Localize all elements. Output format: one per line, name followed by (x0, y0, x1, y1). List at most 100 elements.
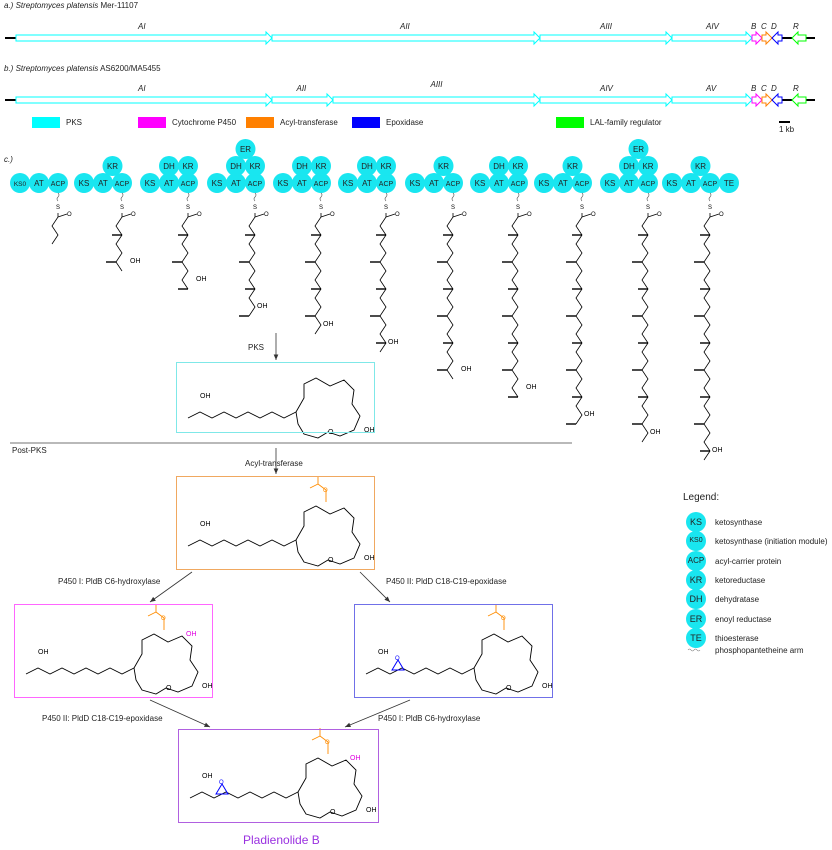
domain-ks (534, 173, 554, 193)
carbonyl-bond (385, 213, 396, 218)
domain-label: KS (539, 179, 550, 188)
epoxide-ring (215, 783, 229, 795)
domain-label: KR (249, 162, 260, 171)
sulfur-atom: S (253, 205, 257, 211)
hydroxyl-label: OH (526, 384, 537, 391)
gene-label-AIII: AIII (430, 80, 443, 89)
domain-at (29, 173, 49, 193)
domain-label: KS (79, 179, 90, 188)
gene-label-D: D (771, 84, 777, 93)
domain-er (235, 139, 256, 159)
oxygen-atom: O (395, 212, 400, 218)
gene-label-D: D (771, 22, 777, 31)
gene-label-C: C (761, 84, 767, 93)
legend-domain-dh: DH (686, 589, 706, 610)
domain-at (424, 173, 444, 193)
gene-label-R: R (793, 84, 799, 93)
domain-er (628, 139, 649, 159)
legend-domain-desc-0: ketosynthase (715, 518, 763, 527)
domain-at (159, 173, 179, 193)
polyketide-chain (641, 213, 649, 443)
polyketide-chain (379, 213, 387, 353)
epoxide-oxygen: O (219, 780, 224, 786)
section-b-species: Streptomyces platensis (15, 64, 99, 73)
phosphopantetheine-arm (646, 192, 650, 202)
domain-acp (376, 173, 396, 193)
oxygen-atom: O (657, 212, 662, 218)
domain-at (489, 173, 509, 193)
pks-product-box (176, 362, 375, 433)
domain-at (681, 173, 701, 193)
carbonyl-bond (254, 213, 265, 218)
domain-ks (662, 173, 682, 193)
sulfur-atom: S (516, 205, 520, 211)
section-a-prefix: a.) (4, 1, 14, 10)
side-chain (187, 539, 297, 547)
oxygen-atom: O (719, 212, 724, 218)
domain-label: ACP (575, 181, 590, 188)
phosphopantetheine-arm (186, 192, 190, 202)
gene-arrow-C (761, 30, 773, 46)
domain-label: KR (438, 162, 449, 171)
acetyl-group (309, 476, 327, 502)
domain-label: ACP (181, 181, 196, 188)
domain-label: ER (633, 145, 644, 154)
domain-label: AT (34, 179, 44, 188)
carbonyl-bond (187, 213, 198, 218)
phosphopantetheine-arm (120, 192, 124, 202)
domain-ks (74, 173, 94, 193)
arrowhead (150, 596, 156, 602)
legend-swatch-acyl-transferase (246, 117, 274, 128)
gene-arrow-AIV (671, 30, 753, 46)
legend-domain-desc-3: ketoreductase (715, 575, 766, 585)
domain-kr (562, 156, 583, 176)
post-pks-label: Post-PKS (12, 446, 47, 455)
hydroxyl-label: OH (542, 683, 553, 690)
arrowhead (273, 354, 279, 360)
domain-acp (508, 173, 528, 193)
domain-label: AT (231, 179, 241, 188)
sulfur-atom: S (56, 205, 60, 211)
arrowhead (273, 468, 279, 474)
carbonyl-bond (452, 213, 463, 218)
domain-label: ER (240, 145, 251, 154)
sulfur-atom: S (708, 205, 712, 211)
arrowhead (384, 596, 390, 602)
epoxidized-product-box (354, 604, 553, 698)
hydroxyl-label: OH (364, 555, 375, 562)
gene-label-AIV: AIV (706, 22, 719, 31)
gene-arrow-D (771, 30, 783, 46)
left-step1-label: P450 I: PldB C6-hydroxylase (58, 577, 161, 586)
domain-kr (638, 156, 658, 176)
gene-label-AIII: AIII (600, 22, 613, 31)
domain-ks (405, 173, 425, 193)
hydroxyl-label: OH (650, 429, 661, 436)
phosphopantetheine-arm (580, 192, 584, 202)
macrolactone-ring (297, 757, 363, 819)
domain-ks (140, 173, 160, 193)
phosphopantetheine-arm-icon (687, 648, 701, 652)
legend-swatch-epoxidase (352, 117, 380, 128)
hydroxyl-label: OH (366, 807, 377, 814)
section-b-strain: AS6200/MA5455 (100, 64, 161, 73)
domain-label: KR (182, 162, 193, 171)
gene-label-C: C (761, 22, 767, 31)
section-a-strain: Mer-11107 (100, 1, 139, 10)
domain-kr (245, 156, 265, 176)
domain-label: DH (163, 162, 175, 171)
domain-label: AT (362, 179, 372, 188)
side-chain (25, 667, 135, 675)
oxygen-atom: O (330, 809, 336, 816)
sulfur-atom: S (580, 205, 584, 211)
domain-label: AT (494, 179, 504, 188)
domain-at (292, 173, 312, 193)
hydroxyl-label: OH (378, 649, 389, 656)
oxygen-atom: O (591, 212, 596, 218)
acetyl-group (487, 604, 505, 630)
gene-label-AI: AI (138, 22, 146, 31)
domain-dh (357, 156, 377, 176)
domain-label: AT (624, 179, 634, 188)
domain-label: KS0 (14, 181, 27, 188)
gene-arrow-AIII (539, 30, 673, 46)
